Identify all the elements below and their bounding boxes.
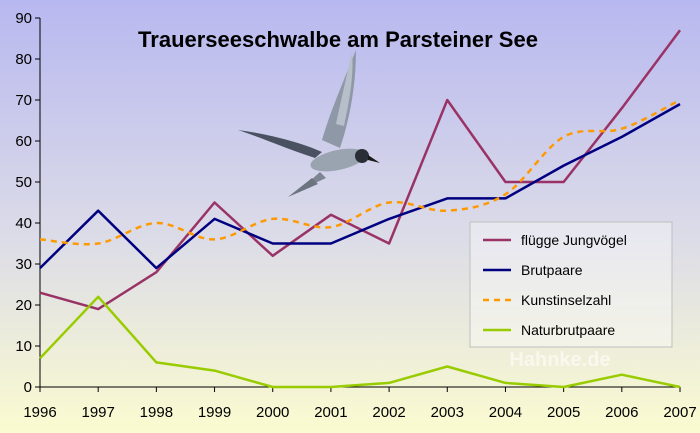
legend-label-2: Kunstinselzahl [521, 292, 611, 308]
x-tick-label: 1997 [81, 404, 114, 421]
chart-title: Trauerseeschwalbe am Parsteiner See [138, 27, 538, 52]
legend: flügge Jungvögel Brutpaare Kunstinselzahl N… [483, 232, 627, 338]
watermark: Hahnke.de [509, 349, 610, 371]
x-tick-label: 2007 [663, 404, 696, 421]
y-tick-label: 60 [15, 133, 32, 150]
legend-label-0: flügge Jungvögel [521, 232, 627, 248]
legend-label-1: Brutpaare [521, 262, 583, 278]
x-tick-label: 1996 [23, 404, 56, 421]
x-tick-label: 1999 [198, 404, 231, 421]
y-tick-label: 30 [15, 256, 32, 273]
x-tick-label: 2003 [431, 404, 464, 421]
y-tick-label: 90 [15, 10, 32, 27]
x-tick-label: 2005 [547, 404, 580, 421]
tern-in-flight-icon [238, 50, 380, 197]
series-lines [39, 29, 682, 389]
x-tick-label: 2001 [314, 404, 347, 421]
series-line-0 [39, 29, 682, 311]
x-tick-label: 2000 [256, 404, 289, 421]
x-tick-label: 2006 [605, 404, 638, 421]
y-tick-label: 10 [15, 338, 32, 355]
y-tick-label: 20 [15, 297, 32, 314]
y-tick-label: 80 [15, 51, 32, 68]
legend-box [469, 221, 673, 348]
axes: 0 10 20 30 40 50 60 70 80 90 1996 1997 1998 1999 2000 2… [15, 10, 696, 421]
series-line-3 [39, 295, 681, 389]
x-tick-label: 1998 [140, 404, 173, 421]
y-tick-label: 70 [15, 92, 32, 109]
y-tick-label: 0 [24, 379, 32, 396]
y-tick-label: 50 [15, 174, 32, 191]
y-tick-label: 40 [15, 215, 32, 232]
legend-label-3: Naturbrutpaare [521, 322, 615, 338]
series-line-1 [39, 103, 681, 270]
x-tick-label: 2004 [489, 404, 522, 421]
series-line-2 [39, 98, 681, 246]
x-tick-label: 2002 [372, 404, 405, 421]
